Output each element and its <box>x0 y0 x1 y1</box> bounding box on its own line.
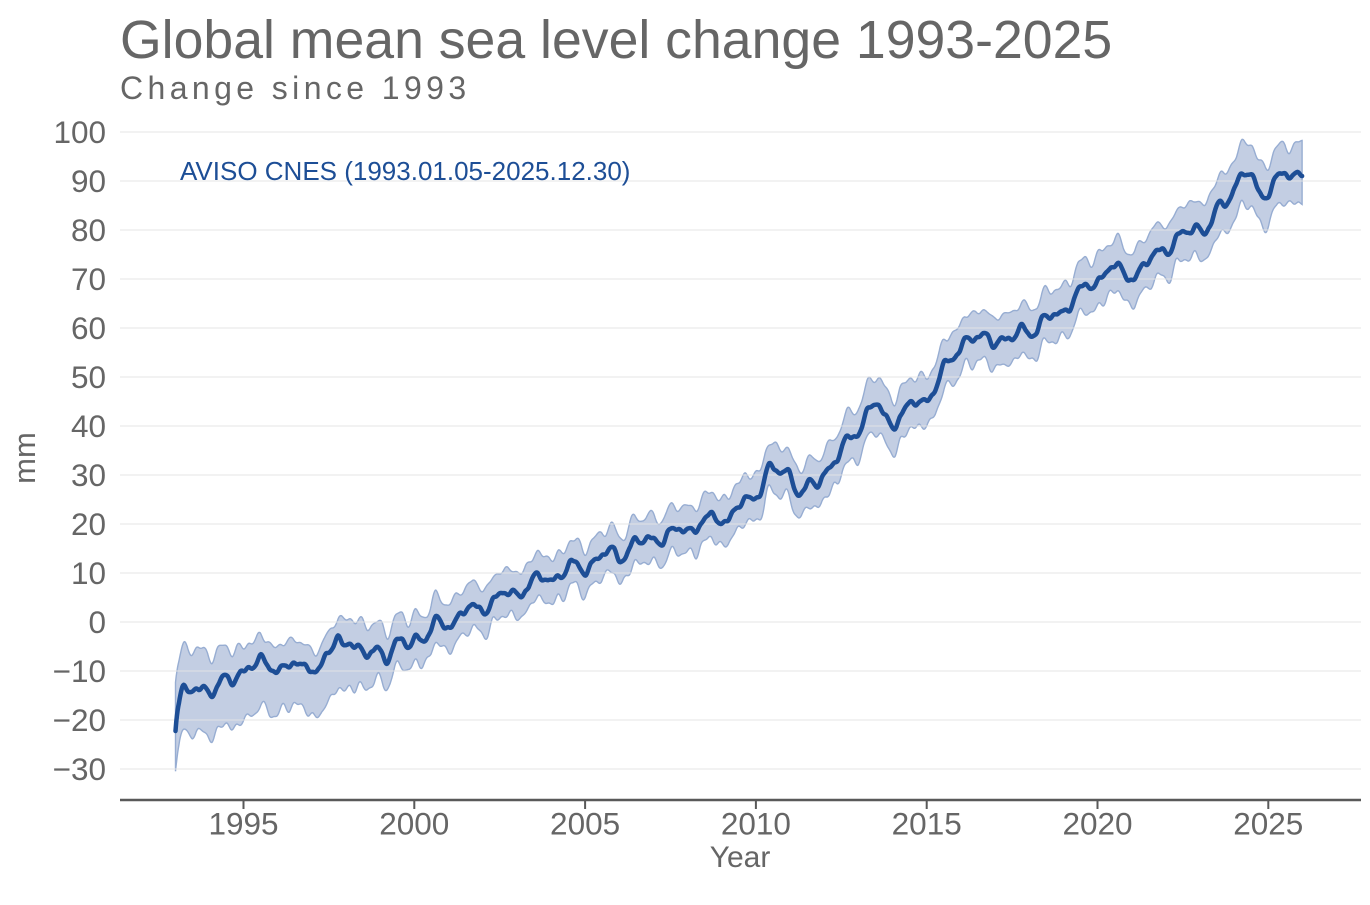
svg-text:mm: mm <box>7 432 42 484</box>
svg-text:AVISO CNES (1993.01.05-2025.12: AVISO CNES (1993.01.05-2025.12.30) <box>180 156 630 186</box>
svg-text:20: 20 <box>71 506 106 542</box>
svg-text:40: 40 <box>71 408 106 444</box>
svg-text:70: 70 <box>71 261 106 297</box>
svg-text:2020: 2020 <box>1062 806 1132 842</box>
svg-text:2005: 2005 <box>550 806 620 842</box>
svg-text:Change since 1993: Change since 1993 <box>120 70 471 106</box>
svg-text:−20: −20 <box>53 702 106 738</box>
svg-text:10: 10 <box>71 555 106 591</box>
svg-text:0: 0 <box>88 604 106 640</box>
svg-text:2015: 2015 <box>892 806 962 842</box>
svg-text:90: 90 <box>71 163 106 199</box>
svg-text:1995: 1995 <box>208 806 278 842</box>
svg-text:2025: 2025 <box>1233 806 1303 842</box>
svg-text:80: 80 <box>71 212 106 248</box>
svg-text:2000: 2000 <box>379 806 449 842</box>
svg-text:Global mean sea level change 1: Global mean sea level change 1993-2025 <box>120 10 1112 70</box>
svg-text:30: 30 <box>71 457 106 493</box>
svg-text:60: 60 <box>71 310 106 346</box>
svg-text:−30: −30 <box>53 751 106 787</box>
svg-text:50: 50 <box>71 359 106 395</box>
svg-text:100: 100 <box>53 114 106 150</box>
svg-text:−10: −10 <box>53 653 106 689</box>
svg-text:2010: 2010 <box>721 806 791 842</box>
svg-text:Year: Year <box>710 841 771 874</box>
